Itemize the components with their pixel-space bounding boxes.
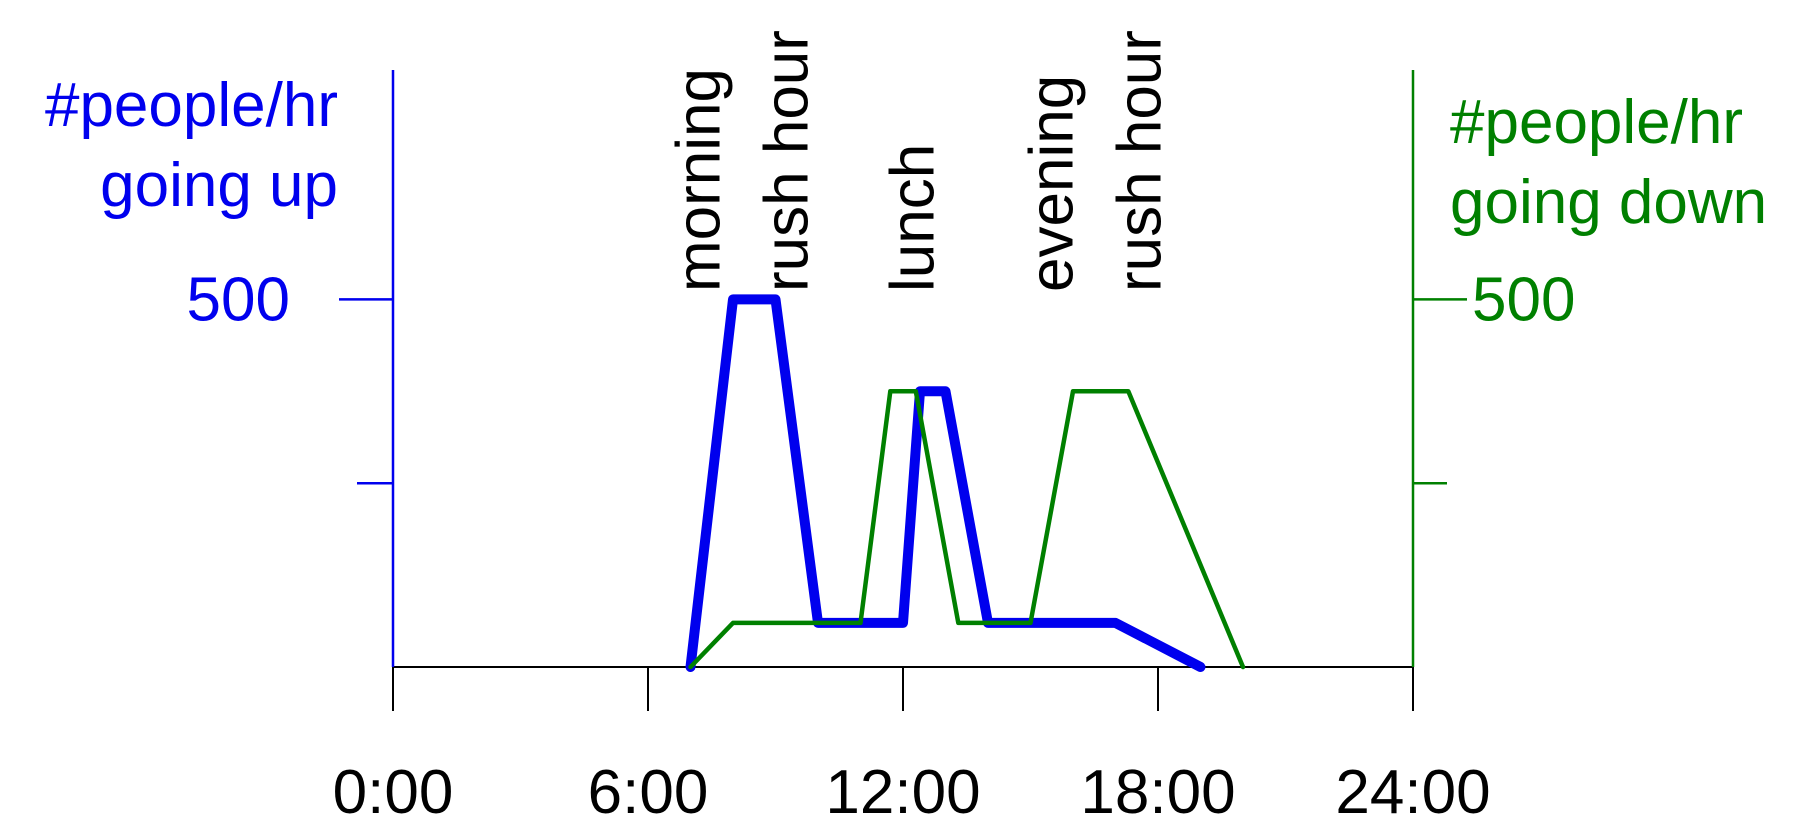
x-tick-label: 0:00 — [333, 758, 454, 822]
x-tick-label: 12:00 — [825, 758, 980, 822]
series-line-going-down — [688, 389, 1246, 670]
x-tick-label: 24:00 — [1335, 758, 1490, 822]
labels-group: 0:00 6:00 12:00 18:00 24:00 500 500 #people/hr g… — [45, 30, 1767, 822]
series-line-going-up — [685, 294, 1206, 672]
left-axis-tick-label: 500 — [187, 265, 290, 334]
annotation-label: lunch — [879, 144, 948, 292]
right-axis-title-line: going down — [1450, 168, 1767, 237]
right-axis-tick-label: 500 — [1472, 265, 1575, 334]
annotation-label: morning — [665, 68, 734, 292]
right-axis-title-line: #people/hr — [1450, 88, 1743, 157]
annotation-label: rush hour — [1105, 30, 1174, 292]
annotation-label: rush hour — [753, 30, 822, 292]
left-axis-title-line: #people/hr — [45, 71, 338, 140]
series-group — [685, 294, 1246, 672]
left-axis-title-line: going up — [100, 151, 338, 220]
annotation-label: evening — [1017, 75, 1086, 292]
x-tick-label: 6:00 — [588, 758, 709, 822]
x-tick-label: 18:00 — [1080, 758, 1235, 822]
